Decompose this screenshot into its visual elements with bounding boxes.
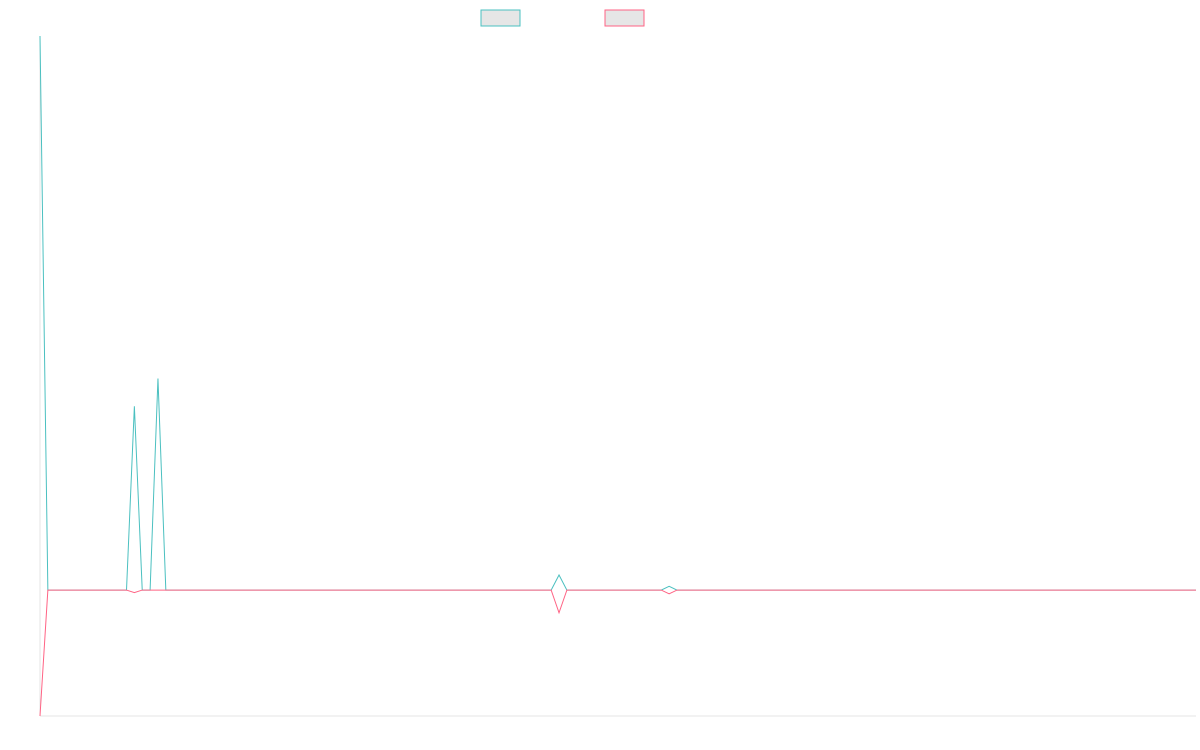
plot-area <box>39 35 1196 717</box>
series-line-a <box>39 35 1196 591</box>
legend-swatch-series-b[interactable] <box>604 9 645 27</box>
legend-swatch-series-a[interactable] <box>480 9 521 27</box>
series-line-b <box>39 589 1196 717</box>
legend <box>480 9 645 27</box>
axes <box>39 36 1196 717</box>
